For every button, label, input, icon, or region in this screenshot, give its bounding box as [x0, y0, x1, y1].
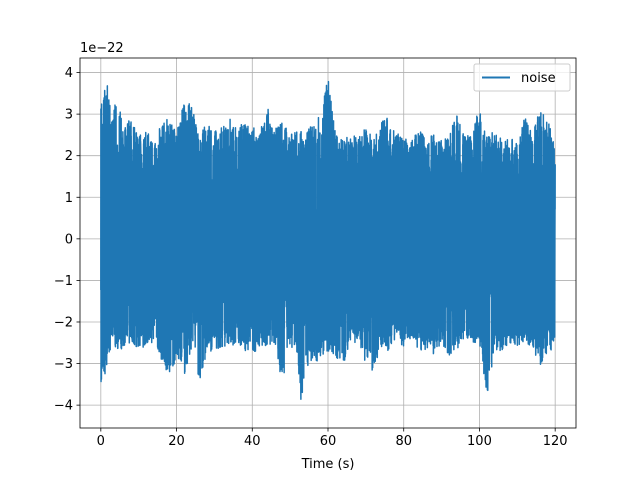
y-tick-label: 1	[65, 191, 73, 206]
y-tick-label: 0	[65, 232, 73, 247]
legend-box	[473, 63, 571, 92]
y-tick-label: 2	[65, 149, 73, 164]
x-tick-label: 80	[395, 434, 412, 449]
y-tick-label: −1	[54, 274, 73, 289]
y-tick-label: 3	[65, 108, 73, 123]
y-tick-label: −3	[54, 357, 73, 372]
series-layer	[100, 80, 556, 401]
x-tick-label: 100	[467, 434, 492, 449]
y-tick-label: 4	[65, 66, 73, 81]
x-tick-label: 60	[320, 434, 337, 449]
x-tick-label: 0	[97, 434, 105, 449]
x-tick-label: 20	[168, 434, 185, 449]
ticks-layer: 0 20 40 60 80 100 120 −4 −3 −2 −1 0 1 2 3 4	[54, 66, 568, 449]
x-tick-label: 120	[543, 434, 568, 449]
x-axis-label: Time (s)	[301, 457, 355, 472]
series-line-noise	[100, 80, 556, 401]
legend: noise	[473, 63, 571, 92]
y-tick-label: −4	[54, 399, 73, 414]
y-offset-text: 1e−22	[80, 41, 124, 56]
x-tick-label: 40	[244, 434, 261, 449]
legend-entry-noise: noise	[521, 71, 556, 86]
y-tick-label: −2	[54, 315, 73, 330]
